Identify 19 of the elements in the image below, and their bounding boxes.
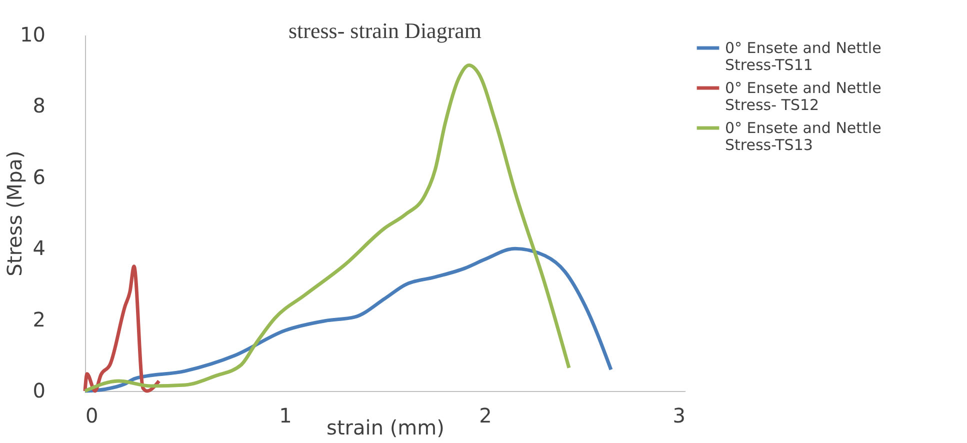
line-series xyxy=(83,264,161,393)
x-tick-label: 2 xyxy=(479,404,492,428)
y-tick-label: 4 xyxy=(32,236,46,260)
legend-label: 0° Ensete and Nettle Stress- TS12 xyxy=(725,79,882,114)
line-series xyxy=(83,64,571,393)
x-tick-label: 0 xyxy=(86,404,98,428)
y-tick-label: 10 xyxy=(20,22,46,46)
line-series xyxy=(83,246,613,393)
x-tick-label: 3 xyxy=(672,404,686,428)
y-tick-label: 2 xyxy=(32,307,46,332)
y-tick-label: 0 xyxy=(32,378,46,402)
x-axis-title: strain (mm) xyxy=(326,416,444,440)
y-tick-label: 6 xyxy=(32,164,46,189)
y-tick-label: 8 xyxy=(32,94,46,118)
y-axis-title: Stress (Mpa) xyxy=(2,150,26,276)
legend-label: 0° Ensete and Nettle Stress-TS13 xyxy=(725,119,882,154)
legend-label: 0° Ensete and Nettle Stress-TS11 xyxy=(725,39,882,74)
chart-title: stress- strain Diagram xyxy=(288,18,482,43)
x-tick-label: 1 xyxy=(279,404,292,428)
